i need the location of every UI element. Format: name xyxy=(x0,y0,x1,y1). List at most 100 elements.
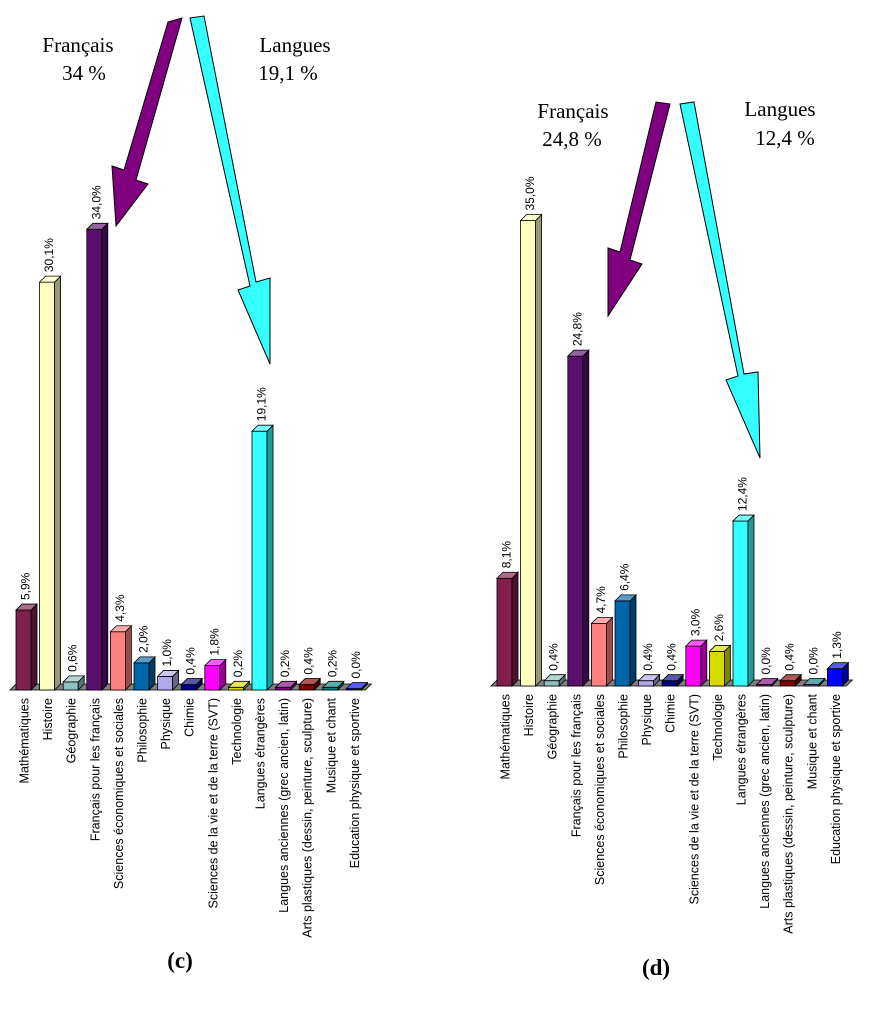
arrow-francais xyxy=(112,18,182,226)
bar-sciences-economiques-et-sociales xyxy=(591,617,612,686)
category-label: Histoire xyxy=(41,698,55,740)
value-label: 0,4% xyxy=(783,643,797,671)
category-label: Histoire xyxy=(522,694,536,736)
category-label: Chimie xyxy=(183,698,197,737)
category-label: Sciences économiques et sociales xyxy=(593,694,607,885)
value-label: 0,2% xyxy=(278,650,292,678)
category-label: Mathématiques xyxy=(499,694,513,779)
category-label: Technologie xyxy=(230,698,244,765)
bar-langues-etrangeres xyxy=(252,425,273,690)
category-label: Sciences de la vie et de la terre (SVT) xyxy=(206,698,220,909)
value-label: 2,0% xyxy=(137,625,151,653)
bar-sciences-de-la-vie-et-de-la-terre-svt xyxy=(686,640,707,686)
chart-d-value-labels: 8,1% 35,0% 0,4% 24,8% 4,7% 6,4% 0,4% 0,4% 3,0% 2,… xyxy=(500,176,844,674)
bar-education-physique-et-sportive xyxy=(827,663,848,686)
value-label: 0,4% xyxy=(547,643,561,671)
value-label: 3,0% xyxy=(688,608,702,636)
value-label: 0,4% xyxy=(184,647,198,675)
category-label: Arts plastiques (dessin, peinture, sculp… xyxy=(782,694,796,934)
bar-francais-pour-les-francais xyxy=(87,223,108,690)
value-label: 0,6% xyxy=(66,644,80,672)
chart-panel-c: 5,9% 30,1% 0,6% 34,0% 4,3% 2,0% 1,0% 0,4% 1,8% 0,… xyxy=(10,16,371,973)
value-label: 0,4% xyxy=(302,647,316,675)
annotation-langues-value: 19,1 % xyxy=(258,61,318,85)
category-label: Mathématiques xyxy=(18,698,32,783)
annotation-langues-value: 12,4 % xyxy=(755,126,815,150)
value-label: 12,4% xyxy=(736,477,750,511)
bar-philosophie xyxy=(134,657,155,690)
category-label: Langues étrangères xyxy=(254,698,268,809)
value-label: 1,3% xyxy=(830,631,844,659)
bar-physique xyxy=(158,670,179,690)
bar-histoire xyxy=(521,215,542,687)
category-label: Physique xyxy=(640,694,654,745)
panel-label-d: (d) xyxy=(642,955,670,980)
category-label: Français pour les français xyxy=(569,694,583,837)
chart-panel-d: 8,1% 35,0% 0,4% 24,8% 4,7% 6,4% 0,4% 0,4% 3,0% 2,… xyxy=(491,97,852,980)
value-label: 0,0% xyxy=(806,647,820,675)
bar-sciences-de-la-vie-et-de-la-terre-svt xyxy=(205,660,226,690)
annotation-francais-value: 34 % xyxy=(62,61,106,85)
value-label: 34,0% xyxy=(89,185,103,219)
panel-label-c: (c) xyxy=(167,948,193,973)
value-label: 0,0% xyxy=(349,651,363,679)
value-label: 5,9% xyxy=(19,572,33,600)
chart-c-arrows xyxy=(112,16,270,364)
chart-c-bars xyxy=(16,223,367,690)
value-label: 4,7% xyxy=(594,586,608,614)
annotation-francais-value: 24,8 % xyxy=(542,127,602,151)
bar-francais-pour-les-francais xyxy=(568,350,589,686)
category-label: Technologie xyxy=(711,694,725,761)
category-label: Philosophie xyxy=(617,694,631,759)
annotation-francais-name: Français xyxy=(537,99,608,123)
bar-technologie xyxy=(709,645,730,686)
category-label: Musique et chant xyxy=(324,697,338,793)
value-label: 24,8% xyxy=(570,312,584,346)
category-label: Chimie xyxy=(664,694,678,733)
category-label: Musique et chant xyxy=(805,693,819,789)
value-label: 6,4% xyxy=(618,563,632,591)
chart-c-category-labels: Mathématiques Histoire Géographie Français … xyxy=(18,697,362,937)
arrow-francais xyxy=(608,102,670,316)
chart-d-bars xyxy=(497,215,848,687)
annotation-langues-name: Langues xyxy=(259,33,330,57)
value-label: 30,1% xyxy=(42,238,56,272)
value-label: 4,3% xyxy=(113,594,127,622)
bar-mathematiques xyxy=(16,604,37,690)
value-label: 1,8% xyxy=(207,628,221,656)
value-label: 0,4% xyxy=(641,643,655,671)
category-label: Education physique et sportive xyxy=(348,698,362,868)
category-label: Géographie xyxy=(546,694,560,759)
value-label: 19,1% xyxy=(255,387,269,421)
category-label: Philosophie xyxy=(136,698,150,763)
chart-d-category-labels: Mathématiques Histoire Géographie Français … xyxy=(499,693,843,933)
arrow-langues xyxy=(680,102,760,458)
category-label: Education physique et sportive xyxy=(829,694,843,864)
bar-langues-etrangeres xyxy=(733,515,754,686)
value-label: 0,4% xyxy=(665,643,679,671)
category-label: Langues anciennes (grec ancien, latin) xyxy=(277,698,291,913)
value-label: 2,6% xyxy=(712,614,726,642)
category-label: Sciences de la vie et de la terre (SVT) xyxy=(687,694,701,905)
category-label: Langues étrangères xyxy=(735,694,749,805)
category-label: Langues anciennes (grec ancien, latin) xyxy=(758,694,772,909)
category-label: Physique xyxy=(159,698,173,749)
annotation-francais-name: Français xyxy=(42,33,113,57)
category-label: Géographie xyxy=(65,698,79,763)
value-label: 1,0% xyxy=(160,639,174,667)
value-label: 0,0% xyxy=(759,647,773,675)
bar-sciences-economiques-et-sociales xyxy=(110,626,131,690)
bar-mathematiques xyxy=(497,572,518,686)
value-label: 0,2% xyxy=(231,650,245,678)
value-label: 35,0% xyxy=(523,176,537,210)
chart-d-arrows xyxy=(608,102,760,458)
chart-c-value-labels: 5,9% 30,1% 0,6% 34,0% 4,3% 2,0% 1,0% 0,4% 1,8% 0,… xyxy=(19,185,363,679)
category-label: Français pour les français xyxy=(88,698,102,841)
value-label: 0,2% xyxy=(325,650,339,678)
category-label: Arts plastiques (dessin, peinture, sculp… xyxy=(301,698,315,938)
value-label: 8,1% xyxy=(500,541,514,569)
annotation-langues-name: Langues xyxy=(744,97,815,121)
category-label: Sciences économiques et sociales xyxy=(112,698,126,889)
bar-philosophie xyxy=(615,595,636,686)
